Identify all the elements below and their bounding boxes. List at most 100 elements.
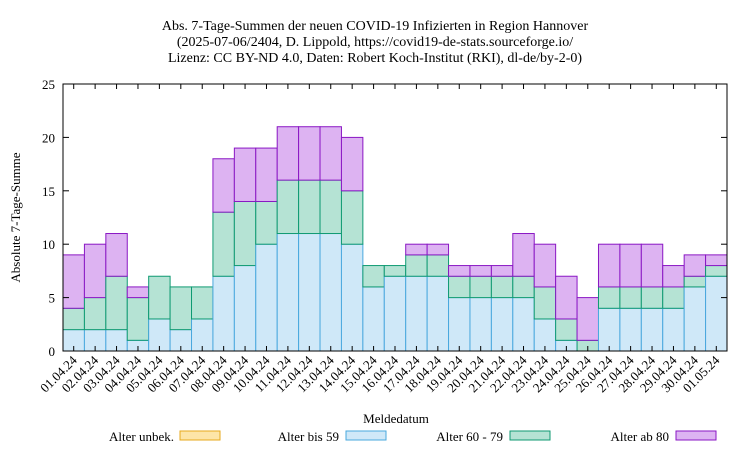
legend-swatch [675, 430, 717, 441]
legend-swatch [179, 430, 221, 441]
bar-segment [640, 286, 664, 309]
y-tick-label: 25 [42, 77, 55, 92]
bar-segment [683, 275, 707, 288]
bar-segment [233, 200, 257, 267]
x-tick-labels: 01.04.2402.04.2403.04.2404.04.2405.04.24… [37, 352, 723, 395]
bar-segment [448, 297, 471, 352]
legend-label: Alter 60 - 79 [436, 429, 503, 444]
bar-segment [340, 136, 364, 192]
bar-segment [383, 265, 407, 277]
bar-segment [255, 147, 278, 202]
bar-segment [555, 318, 578, 341]
bar-segment [405, 254, 428, 277]
legend-swatch [345, 430, 387, 441]
y-axis-label: Absolute 7-Tage-Summe [8, 152, 23, 282]
bar-segment [640, 243, 664, 288]
bar-segment [705, 275, 728, 352]
bar-segment [426, 275, 450, 352]
bar-segment [619, 243, 642, 288]
bar-segment [662, 286, 685, 309]
bar-segment [319, 233, 342, 352]
bar-segment [340, 190, 364, 245]
bar-segment [83, 297, 107, 331]
bar-segment [233, 147, 257, 202]
bar-segment [490, 265, 514, 277]
bar-segment [276, 179, 300, 235]
bar-segment [276, 126, 300, 181]
bar-segment [62, 307, 85, 331]
bar-segment [255, 200, 278, 245]
bar-segment [640, 307, 664, 352]
y-tick-label: 5 [49, 291, 56, 306]
bar-segment [426, 243, 450, 256]
bar-segment [705, 265, 728, 277]
bar-segment [619, 307, 642, 352]
bar-segment [83, 243, 107, 299]
bar-segment [298, 233, 321, 352]
bar-segment [597, 307, 621, 352]
bar-segment [169, 286, 193, 331]
axes [62, 83, 728, 352]
y-tick-label: 10 [42, 237, 55, 252]
bar-segment [148, 275, 171, 320]
bar-segment [212, 158, 235, 213]
bar-segment [62, 254, 85, 309]
bar-segment [705, 254, 728, 267]
y-tick-labels: 0 5 10 15 20 25 [42, 77, 55, 359]
bar-segment [362, 286, 385, 352]
bar-segment [340, 243, 364, 352]
bar-segment [597, 243, 621, 288]
bar-segment [683, 254, 707, 277]
legend-label: Alter bis 59 [278, 429, 339, 444]
bar-segment [255, 243, 278, 352]
bar-segment [662, 307, 685, 352]
bar-segment [597, 286, 621, 309]
bar-segment [533, 243, 557, 288]
y-tick-label: 15 [42, 184, 55, 199]
x-axis-label: Meldedatum [363, 411, 429, 426]
bar-segment [212, 211, 235, 277]
bar-segment [298, 179, 321, 235]
bar-segment [383, 275, 407, 352]
legend-label: Alter unbek. [109, 429, 174, 444]
bar-segment [490, 297, 514, 352]
bar-segment [469, 275, 492, 299]
legend-label: Alter ab 80 [611, 429, 669, 444]
bar-segment [576, 297, 599, 341]
chart-title-line: (2025-07-06/2404, D. Lippold, https://co… [177, 35, 573, 50]
bar-segment [512, 297, 535, 352]
bar-segment [512, 233, 535, 277]
chart-title: Abs. 7-Tage-Summen der neuen COVID-19 In… [162, 19, 589, 66]
bar-segment [105, 233, 128, 277]
bar-segment [426, 254, 450, 277]
bars [62, 126, 728, 352]
bar-segment [448, 275, 471, 299]
legend: Alter unbek. Alter bis 59 Alter 60 - 79 Alt… [109, 429, 717, 444]
bar-segment [276, 233, 300, 352]
bar-segment [555, 275, 578, 320]
bar-segment [405, 243, 428, 256]
bar-segment [619, 286, 642, 309]
chart-title-line: Lizenz: CC BY-ND 4.0, Daten: Robert Koch… [168, 51, 582, 66]
bar-segment [319, 179, 342, 235]
bar-segment [512, 275, 535, 299]
chart-title-line: Abs. 7-Tage-Summen der neuen COVID-19 In… [162, 19, 589, 34]
bar-segment [405, 275, 428, 352]
bar-segment [683, 286, 707, 352]
bar-segment [298, 126, 321, 181]
bar-segment [469, 265, 492, 277]
bar-segment [191, 286, 214, 320]
legend-swatch [509, 430, 551, 441]
bar-segment [212, 275, 235, 352]
y-tick-label: 20 [42, 130, 55, 145]
bar-segment [533, 286, 557, 320]
bar-segment [126, 297, 150, 341]
bar-segment [233, 265, 257, 352]
y-tick-label: 0 [49, 344, 56, 359]
bar-segment [662, 265, 685, 288]
bar-segment [469, 297, 492, 352]
bar-segment [490, 275, 514, 299]
bar-segment [448, 265, 471, 277]
